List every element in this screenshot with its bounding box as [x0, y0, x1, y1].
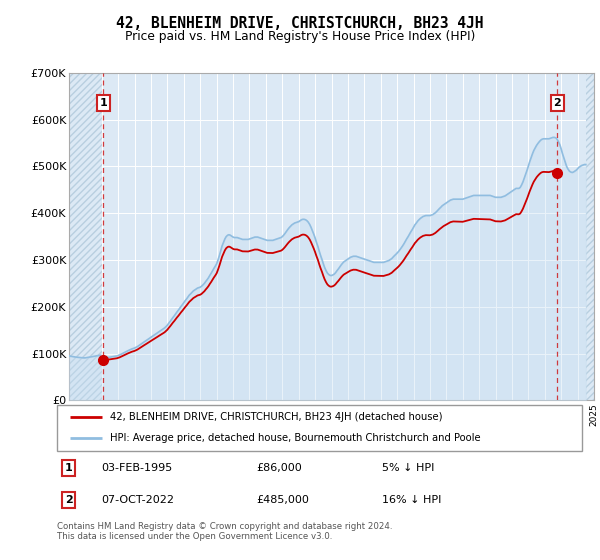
- Text: 1: 1: [65, 463, 73, 473]
- Text: 2: 2: [65, 495, 73, 505]
- FancyBboxPatch shape: [57, 405, 582, 451]
- Text: HPI: Average price, detached house, Bournemouth Christchurch and Poole: HPI: Average price, detached house, Bour…: [110, 433, 480, 444]
- Text: 5% ↓ HPI: 5% ↓ HPI: [383, 463, 435, 473]
- Text: Price paid vs. HM Land Registry's House Price Index (HPI): Price paid vs. HM Land Registry's House …: [125, 30, 475, 43]
- Text: 42, BLENHEIM DRIVE, CHRISTCHURCH, BH23 4JH: 42, BLENHEIM DRIVE, CHRISTCHURCH, BH23 4…: [116, 16, 484, 31]
- Text: 03-FEB-1995: 03-FEB-1995: [101, 463, 173, 473]
- Text: 07-OCT-2022: 07-OCT-2022: [101, 495, 175, 505]
- Text: £86,000: £86,000: [257, 463, 302, 473]
- Bar: [586, 73, 594, 400]
- Text: 2: 2: [554, 98, 561, 108]
- Text: 1: 1: [100, 98, 107, 108]
- Text: Contains HM Land Registry data © Crown copyright and database right 2024.
This d: Contains HM Land Registry data © Crown c…: [57, 522, 392, 542]
- Text: 42, BLENHEIM DRIVE, CHRISTCHURCH, BH23 4JH (detached house): 42, BLENHEIM DRIVE, CHRISTCHURCH, BH23 4…: [110, 412, 442, 422]
- Text: 16% ↓ HPI: 16% ↓ HPI: [383, 495, 442, 505]
- Bar: [69, 73, 102, 400]
- Text: £485,000: £485,000: [257, 495, 310, 505]
